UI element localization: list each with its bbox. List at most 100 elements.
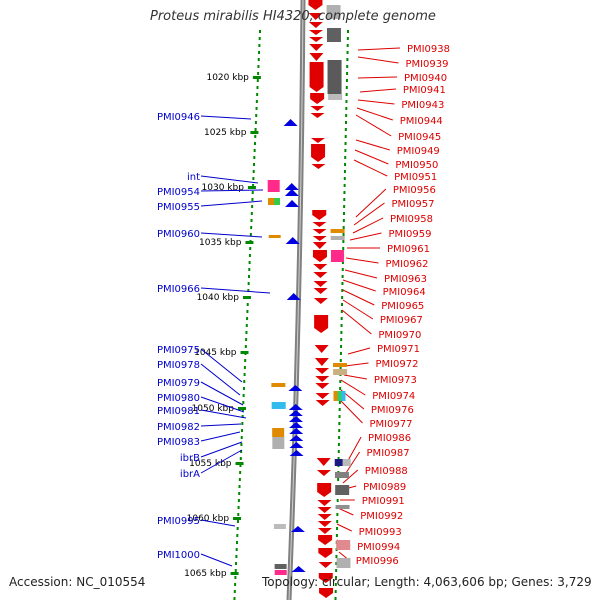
scale-dot-right [336, 499, 339, 502]
reverse-gene-arrow [312, 236, 327, 241]
gene-block [267, 180, 280, 192]
scale-dot-left [255, 100, 258, 103]
kbp-tick-label: 1045 kbp [194, 348, 237, 358]
scale-dot-right [345, 93, 348, 96]
right-gene-leader [344, 362, 369, 367]
right-gene-label: PMI0958 [390, 214, 433, 225]
left-gene-label: PMI0975 [157, 345, 200, 356]
reverse-gene-arrow [315, 368, 330, 374]
scale-dot-right [346, 44, 349, 47]
left-gene-label: PMI0960 [157, 229, 200, 240]
scale-dot-left [258, 44, 261, 47]
left-gene-leader [200, 381, 244, 406]
right-gene-label: PMI0962 [385, 259, 428, 270]
right-gene-label: PMI0989 [363, 482, 406, 493]
scale-dot-left [233, 590, 236, 593]
scale-dot-left [243, 373, 246, 376]
scale-dot-right [338, 408, 341, 411]
scale-dot-left [237, 513, 240, 516]
scale-dot-right [341, 282, 344, 285]
scale-dot-left [252, 184, 255, 187]
right-gene-leader [342, 279, 376, 292]
scale-dot-right [343, 198, 346, 201]
scale-dot-right [344, 163, 347, 166]
left-gene-leader [200, 409, 247, 419]
right-gene-leader [341, 309, 372, 335]
scale-dot-left [254, 135, 257, 138]
left-gene-label: PMI1000 [157, 550, 200, 561]
forward-gene-arrow [289, 428, 304, 434]
left-gene-label: PMI0979 [157, 378, 200, 389]
kbp-tick-mark [247, 186, 256, 189]
right-gene-label: PMI0943 [401, 100, 444, 111]
right-gene-label: PMI0987 [367, 448, 410, 459]
left-gene-label: PMI0980 [157, 393, 200, 404]
scale-dot-right [345, 86, 348, 89]
left-gene-leader [200, 115, 252, 120]
right-gene-label: PMI0977 [369, 419, 412, 430]
right-gene-leader [344, 269, 378, 279]
scale-dot-right [341, 268, 344, 271]
scale-dot-left [253, 156, 256, 159]
forward-gene-arrow [284, 189, 299, 196]
forward-gene-arrow [289, 422, 304, 428]
gene-block [342, 459, 351, 466]
scale-dot-right [341, 275, 344, 278]
kbp-tick-mark [250, 131, 259, 134]
reverse-gene-arrow [318, 562, 333, 568]
right-gene-label: PMI0972 [375, 359, 418, 370]
gene-block [274, 570, 287, 575]
reverse-gene-arrow [317, 507, 332, 513]
scale-dot-right [346, 65, 349, 68]
scale-dot-left [236, 534, 239, 537]
scale-dot-left [247, 275, 250, 278]
right-gene-label: PMI0956 [393, 185, 436, 196]
scale-dot-left [256, 86, 259, 89]
reverse-gene-arrow [315, 393, 330, 399]
right-gene-leader [340, 379, 366, 396]
scale-dot-right [344, 142, 347, 145]
right-gene-leader [352, 217, 384, 234]
scale-dot-right [346, 72, 349, 75]
scale-dot-right [338, 415, 341, 418]
scale-dot-right [343, 170, 346, 173]
scale-dot-left [240, 436, 243, 439]
scale-dot-right [336, 513, 339, 516]
scale-dot-right [338, 429, 341, 432]
scale-dot-right [342, 247, 345, 250]
scale-dot-left [239, 471, 242, 474]
right-gene-leader [354, 149, 389, 165]
reverse-gene-arrow [314, 358, 329, 366]
reverse-gene-arrow [317, 514, 332, 520]
scale-dot-left [248, 261, 251, 264]
gene-block [335, 505, 350, 509]
scale-dot-left [249, 233, 252, 236]
scale-dot-right [336, 520, 339, 523]
scale-dot-right [340, 303, 343, 306]
scale-dot-left [251, 191, 254, 194]
scale-dot-right [337, 478, 340, 481]
scale-dot-left [252, 170, 255, 173]
scale-dot-left [251, 205, 254, 208]
gene-block [330, 250, 344, 262]
left-gene-label: PMI0954 [157, 187, 200, 198]
scale-dot-right [341, 261, 344, 264]
left-gene-leader [200, 189, 264, 192]
scale-dot-right [337, 443, 340, 446]
right-gene-label: PMI0965 [381, 301, 424, 312]
forward-gene-arrow [289, 442, 304, 448]
right-gene-label: PMI0976 [371, 405, 414, 416]
reverse-gene-arrow [311, 164, 326, 169]
scale-dot-right [345, 79, 348, 82]
scale-dot-right [347, 30, 349, 33]
left-gene-leader [200, 396, 245, 413]
scale-dot-right [337, 457, 340, 460]
scale-dot-right [339, 366, 342, 369]
reverse-gene-arrow [315, 400, 330, 406]
scale-dot-right [340, 331, 343, 334]
gene-block [330, 236, 345, 240]
scale-dot-right [336, 527, 339, 530]
left-gene-leader [200, 553, 233, 567]
scale-dot-left [253, 149, 256, 152]
